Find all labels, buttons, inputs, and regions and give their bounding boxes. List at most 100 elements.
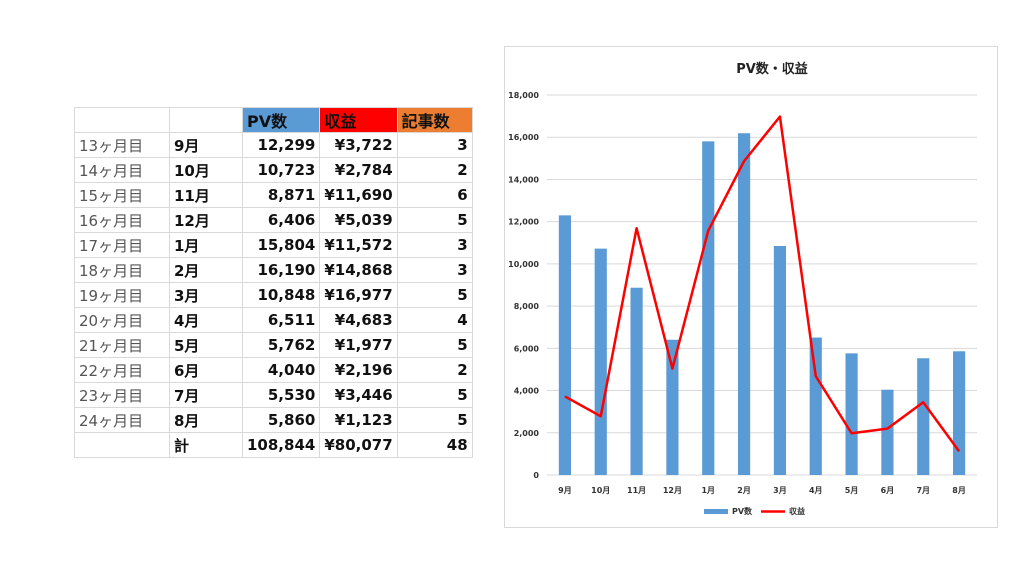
pv-cell: 12,299 <box>241 132 321 158</box>
bar-pv <box>773 245 787 475</box>
bar-pv <box>737 133 751 475</box>
articles-cell: 5 <box>396 207 473 233</box>
articles-cell: 5 <box>396 332 473 358</box>
period-label-cell: 22ヶ月目 <box>74 357 170 383</box>
bar-pv <box>594 248 607 475</box>
month-cell: 10月 <box>169 157 243 183</box>
revenue-cell: ¥4,683 <box>319 307 398 333</box>
bar-pv <box>881 389 894 475</box>
period-label-cell: 20ヶ月目 <box>74 307 170 333</box>
period-label-cell: 21ヶ月目 <box>74 332 170 358</box>
bar-pv <box>845 353 858 475</box>
y-tick-label: 0 <box>533 471 539 480</box>
x-tick-label: 5月 <box>845 486 859 495</box>
pv-cell: 8,871 <box>241 182 321 208</box>
table-row: 21ヶ月目 5月 5,762 ¥1,977 5 <box>74 332 473 358</box>
articles-cell: 6 <box>396 182 473 208</box>
articles-cell: 5 <box>396 407 473 433</box>
legend-swatch-pv <box>704 509 728 514</box>
y-tick-label: 14,000 <box>508 175 539 184</box>
articles-cell: 2 <box>396 157 473 183</box>
pv-cell: 5,762 <box>241 332 321 358</box>
y-tick-label: 8,000 <box>514 302 540 311</box>
period-label-cell: 23ヶ月目 <box>74 382 170 408</box>
y-tick-label: 12,000 <box>508 218 539 227</box>
revenue-cell: ¥1,977 <box>319 332 398 358</box>
header-cell <box>169 107 243 133</box>
period-label-cell: 24ヶ月目 <box>74 407 170 433</box>
period-label-cell: 19ヶ月目 <box>74 282 170 308</box>
revenue-cell: ¥3,722 <box>319 132 398 158</box>
month-cell: 4月 <box>169 307 243 333</box>
y-tick-label: 16,000 <box>508 133 539 142</box>
table-row: 18ヶ月目 2月 16,190 ¥14,868 3 <box>74 257 473 283</box>
bar-pv <box>558 215 572 476</box>
legend-label-pv: PV数 <box>732 506 753 516</box>
legend-label-revenue: 収益 <box>789 506 805 516</box>
revenue-cell: ¥2,784 <box>319 157 398 183</box>
bar-pv <box>952 351 966 475</box>
articles-cell: 4 <box>396 307 473 333</box>
table-row: 15ヶ月目 11月 8,871 ¥11,690 6 <box>74 182 473 208</box>
bar-pv <box>809 337 822 475</box>
bar-pv <box>702 141 715 476</box>
chart-title: PV数・収益 <box>736 61 808 77</box>
x-tick-label: 9月 <box>558 486 572 495</box>
pv-cell: 5,860 <box>241 407 321 433</box>
y-tick-label: 4,000 <box>514 387 540 396</box>
month-cell: 12月 <box>169 207 243 233</box>
pv-cell: 10,723 <box>241 157 321 183</box>
table-row: 20ヶ月目 4月 6,511 ¥4,683 4 <box>74 307 473 333</box>
period-label-cell: 17ヶ月目 <box>74 232 170 258</box>
month-cell: 11月 <box>169 182 243 208</box>
x-tick-label: 4月 <box>809 486 823 495</box>
y-tick-label: 2,000 <box>514 429 540 438</box>
month-cell: 9月 <box>169 132 243 158</box>
revenue-cell: ¥14,868 <box>319 257 398 283</box>
articles-cell: 5 <box>396 382 473 408</box>
pv-cell: 15,804 <box>241 232 321 258</box>
articles-cell: 48 <box>396 432 473 458</box>
y-tick-label: 10,000 <box>508 260 539 269</box>
pv-cell: 6,511 <box>241 307 321 333</box>
month-cell: 8月 <box>169 407 243 433</box>
month-cell: 3月 <box>169 282 243 308</box>
y-tick-label: 6,000 <box>514 344 540 353</box>
articles-cell: 2 <box>396 357 473 383</box>
table-row: 17ヶ月目 1月 15,804 ¥11,572 3 <box>74 232 473 258</box>
revenue-cell: ¥11,572 <box>319 232 398 258</box>
x-tick-label: 11月 <box>627 486 646 495</box>
revenue-cell: ¥1,123 <box>319 407 398 433</box>
x-tick-label: 7月 <box>916 486 930 495</box>
month-cell: 5月 <box>169 332 243 358</box>
month-cell: 6月 <box>169 357 243 383</box>
total-row: 計 108,844 ¥80,077 48 <box>74 432 473 458</box>
pv-cell: 4,040 <box>241 357 321 383</box>
period-label-cell: 13ヶ月目 <box>74 132 170 158</box>
revenue-cell: ¥5,039 <box>319 207 398 233</box>
table-row: 19ヶ月目 3月 10,848 ¥16,977 5 <box>74 282 473 308</box>
line-revenue <box>564 115 961 453</box>
bar-pv <box>666 339 679 475</box>
month-cell: 7月 <box>169 382 243 408</box>
x-tick-label: 10月 <box>591 486 610 495</box>
articles-cell: 3 <box>396 132 473 158</box>
table-row: 23ヶ月目 7月 5,530 ¥3,446 5 <box>74 382 473 408</box>
month-cell: 1月 <box>169 232 243 258</box>
bar-pv <box>917 358 930 475</box>
table-row: 16ヶ月目 12月 6,406 ¥5,039 5 <box>74 207 473 233</box>
table-row: 14ヶ月目 10月 10,723 ¥2,784 2 <box>74 157 473 183</box>
x-tick-label: 3月 <box>773 486 787 495</box>
pv-cell: 5,530 <box>241 382 321 408</box>
pv-revenue-chart: PV数・収益 0 2,000 4,000 6,000 8,000 10,000 12,000 1… <box>508 61 977 516</box>
period-label-cell: 14ヶ月目 <box>74 157 170 183</box>
y-tick-label: 18,000 <box>508 91 539 100</box>
revenue-cell: ¥3,446 <box>319 382 398 408</box>
pv-cell: 6,406 <box>241 207 321 233</box>
revenue-cell: ¥16,977 <box>319 282 398 308</box>
articles-cell: 3 <box>396 232 473 258</box>
revenue-cell: ¥11,690 <box>319 182 398 208</box>
x-tick-label: 6月 <box>881 486 895 495</box>
header-cell <box>74 107 170 133</box>
header-cell: PV数 <box>241 107 321 133</box>
